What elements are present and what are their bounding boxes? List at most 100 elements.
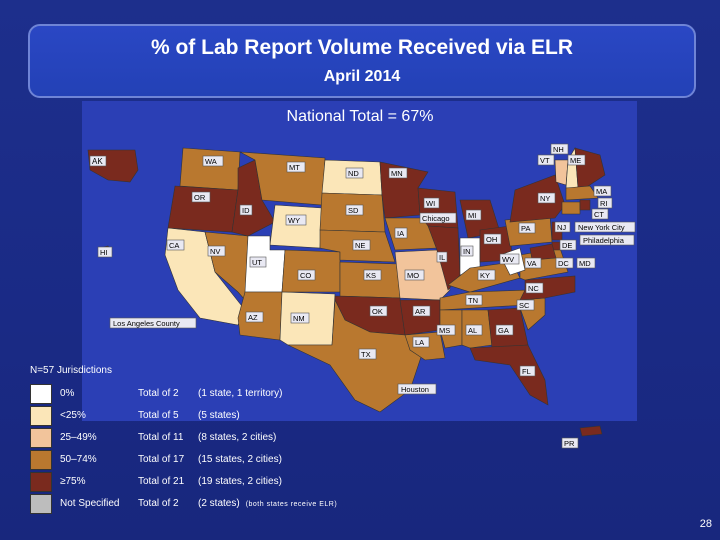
label-KY: KY bbox=[480, 271, 490, 280]
label-NC: NC bbox=[528, 284, 539, 293]
label-DC: DC bbox=[558, 259, 569, 268]
state-PR bbox=[579, 425, 603, 437]
label-DE: DE bbox=[562, 241, 572, 250]
page-subtitle: April 2014 bbox=[323, 68, 401, 85]
label-MN: MN bbox=[391, 169, 403, 178]
label-CA: CA bbox=[169, 241, 179, 250]
label-HI: HI bbox=[100, 248, 108, 257]
label-los-angeles: Los Angeles County bbox=[113, 319, 180, 328]
legend-detail: (15 states, 2 cities) bbox=[198, 454, 282, 465]
legend-category: 50–74% bbox=[60, 454, 97, 465]
label-VA: VA bbox=[527, 259, 536, 268]
label-VT: VT bbox=[540, 156, 550, 165]
label-OR: OR bbox=[194, 193, 206, 202]
legend-total: Total of 17 bbox=[138, 454, 185, 465]
jurisdiction-count: N=57 Jurisdictions bbox=[30, 365, 112, 376]
state-TX bbox=[287, 298, 426, 413]
state-CT bbox=[561, 201, 581, 215]
legend-detail-text: (2 states) bbox=[198, 498, 240, 509]
state-ME bbox=[574, 147, 606, 191]
page-title: % of Lab Report Volume Received via ELR bbox=[150, 36, 574, 59]
legend-swatch bbox=[30, 428, 52, 448]
label-NE: NE bbox=[355, 241, 365, 250]
legend-note: (both states receive ELR) bbox=[245, 501, 338, 508]
label-TX: TX bbox=[361, 350, 371, 359]
legend-detail: (1 state, 1 territory) bbox=[198, 388, 283, 399]
legend-swatch bbox=[30, 494, 52, 514]
legend-detail: (5 states) bbox=[198, 410, 240, 421]
label-IL: IL bbox=[439, 253, 445, 262]
label-MI: MI bbox=[468, 211, 476, 220]
label-AZ: AZ bbox=[248, 313, 258, 322]
label-NY: NY bbox=[540, 194, 550, 203]
label-MA: MA bbox=[596, 187, 607, 196]
label-houston: Houston bbox=[401, 385, 429, 394]
label-WV: WV bbox=[502, 255, 514, 264]
state-tags: WA OR CA NV ID MT WY UT AZ CO NM ND SD N… bbox=[97, 143, 636, 449]
legend-row-ge75: ≥75% Total of 21 (19 states, 2 cities) bbox=[30, 472, 480, 492]
label-GA: GA bbox=[498, 326, 509, 335]
legend-row-lt25: <25% Total of 5 (5 states) bbox=[30, 406, 480, 426]
label-MS: MS bbox=[439, 326, 450, 335]
legend-swatch bbox=[30, 450, 52, 470]
state-MA bbox=[565, 185, 599, 201]
legend-detail: (2 states) (both states receive ELR) bbox=[198, 498, 337, 509]
legend-swatch bbox=[30, 472, 52, 492]
state-FL bbox=[469, 344, 549, 406]
state-MD bbox=[529, 243, 557, 261]
legend-detail: (19 states, 2 cities) bbox=[198, 476, 282, 487]
label-philadelphia: Philadelphia bbox=[583, 236, 625, 245]
label-IA: IA bbox=[397, 229, 404, 238]
state-VT bbox=[554, 159, 569, 186]
legend-total: Total of 5 bbox=[138, 410, 179, 421]
label-SD: SD bbox=[348, 206, 359, 215]
state-NY bbox=[509, 174, 566, 223]
legend-detail: (8 states, 2 cities) bbox=[198, 432, 277, 443]
legend-row-0pct: 0% Total of 2 (1 state, 1 territory) bbox=[30, 384, 480, 404]
label-IN: IN bbox=[463, 247, 471, 256]
label-NV: NV bbox=[210, 247, 220, 256]
legend-total: Total of 21 bbox=[138, 476, 185, 487]
label-AK: AK bbox=[92, 157, 103, 166]
legend-category: Not Specified bbox=[60, 498, 120, 509]
state-NC bbox=[519, 275, 576, 301]
legend-category: 0% bbox=[60, 388, 75, 399]
legend-category: ≥75% bbox=[60, 476, 86, 487]
state-TN bbox=[439, 289, 531, 311]
label-PR: PR bbox=[564, 439, 575, 448]
label-box-AK bbox=[89, 155, 107, 167]
legend-category: 25–49% bbox=[60, 432, 97, 443]
label-AL: AL bbox=[468, 326, 477, 335]
label-MT: MT bbox=[289, 163, 300, 172]
label-AR: AR bbox=[415, 307, 426, 316]
legend-swatch bbox=[30, 384, 52, 404]
label-MD: MD bbox=[579, 259, 591, 268]
label-CO: CO bbox=[300, 271, 311, 280]
label-TN: TN bbox=[468, 296, 478, 305]
title-box: % of Lab Report Volume Received via ELR … bbox=[28, 24, 696, 98]
label-ND: ND bbox=[348, 169, 359, 178]
legend-total: Total of 11 bbox=[138, 432, 184, 443]
label-WA: WA bbox=[205, 157, 217, 166]
national-total: National Total = 67% bbox=[286, 108, 434, 125]
legend-row-not-specified: Not Specified Total of 2 (2 states) (both… bbox=[30, 494, 480, 514]
legend-total: Total of 2 bbox=[138, 388, 179, 399]
label-NJ: NJ bbox=[557, 223, 566, 232]
state-WY bbox=[269, 204, 323, 249]
label-OK: OK bbox=[372, 307, 383, 316]
label-CT: CT bbox=[594, 210, 604, 219]
label-FL: FL bbox=[522, 367, 531, 376]
label-WI: WI bbox=[426, 199, 435, 208]
state-RI bbox=[579, 199, 591, 211]
legend-swatch bbox=[30, 406, 52, 426]
label-ME: ME bbox=[570, 156, 581, 165]
label-KS: KS bbox=[366, 271, 376, 280]
legend-total: Total of 2 bbox=[138, 498, 179, 509]
state-AR bbox=[399, 299, 441, 336]
label-PA: PA bbox=[521, 224, 530, 233]
label-NH: NH bbox=[553, 145, 564, 154]
label-MO: MO bbox=[407, 271, 419, 280]
legend-category: <25% bbox=[60, 410, 86, 421]
label-OH: OH bbox=[486, 235, 497, 244]
